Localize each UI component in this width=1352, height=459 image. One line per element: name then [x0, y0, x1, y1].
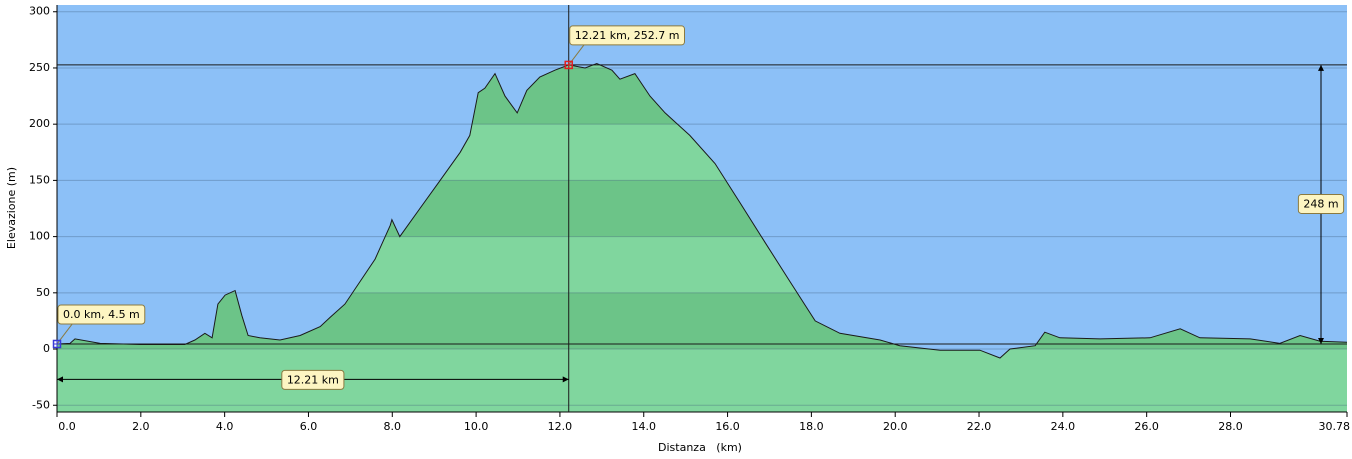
x-tick-label: 6.0: [300, 420, 318, 433]
x-axis-label: Distanza (km): [658, 441, 742, 454]
y-tick-label: 200: [29, 117, 50, 130]
y-tick-label: 0: [43, 342, 50, 355]
y-tick-label: 150: [29, 173, 50, 186]
x-tick-label: 20.0: [883, 420, 908, 433]
marker-cross: [54, 340, 60, 347]
y-tick-label: 100: [29, 230, 50, 243]
x-tick-label: 30.78: [1319, 420, 1351, 433]
x-tick-label: 22.0: [967, 420, 992, 433]
x-tick-label: 0.0: [58, 420, 76, 433]
y-tick-label: 50: [36, 286, 50, 299]
y-tick-label: -50: [32, 398, 50, 411]
x-tick-label: 26.0: [1134, 420, 1159, 433]
x-tick-label: 8.0: [384, 420, 402, 433]
marker-point: [52, 339, 62, 349]
y-tick-label: 250: [29, 61, 50, 74]
x-tick-label: 24.0: [1051, 420, 1076, 433]
x-tick-label: 14.0: [631, 420, 656, 433]
marker-label-box: [569, 25, 686, 46]
y-tick-label: 300: [29, 5, 50, 18]
x-tick-label: 2.0: [132, 420, 150, 433]
x-tick-label: 28.0: [1218, 420, 1243, 433]
x-tick-label: 12.0: [548, 420, 573, 433]
x-tick-label: 16.0: [715, 420, 740, 433]
marker-label-group: 12.21 km, 252.7 m: [569, 25, 686, 46]
marker-point: [564, 60, 573, 70]
elevation-line: [56, 62, 1348, 359]
x-tick-label: 4.0: [216, 420, 234, 433]
measure-y-label: 248 m: [1303, 197, 1338, 210]
measure-y-label-group: 248 m: [1297, 193, 1345, 214]
measure-x-label-box: [281, 369, 345, 390]
x-tick-label: 10.0: [464, 420, 489, 433]
marker-label-group: 0.0 km, 4.5 m: [57, 304, 146, 325]
marker-label: 12.21 km, 252.7 m: [575, 29, 680, 42]
marker-label-box: [57, 304, 146, 325]
marker-cross: [565, 61, 572, 68]
marker-label: 0.0 km, 4.5 m: [63, 308, 140, 321]
x-tick-label: 18.0: [799, 420, 824, 433]
measure-x-label-group: 12.21 km: [281, 369, 345, 390]
measure-x-label: 12.21 km: [287, 373, 339, 386]
y-axis-label: Elevazione (m): [5, 167, 18, 249]
measure-y-label-box: [1297, 193, 1345, 214]
